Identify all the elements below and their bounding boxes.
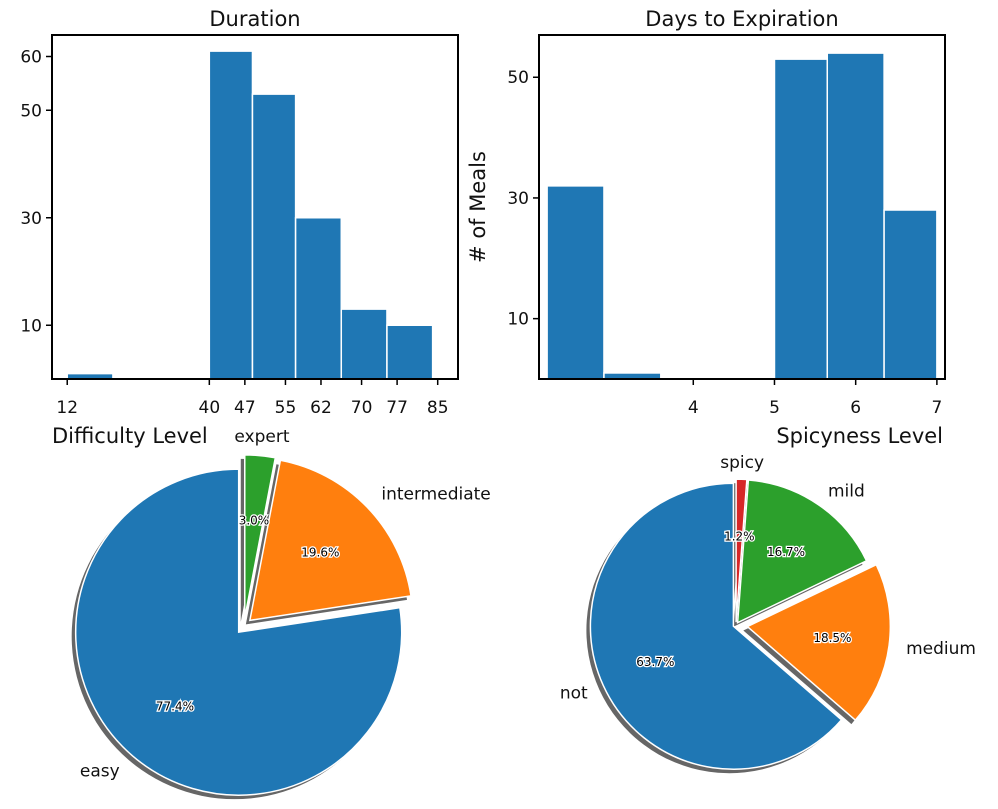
pie-label: expert	[234, 427, 289, 447]
histogram-bar	[251, 93, 297, 380]
x-tick-label: 62	[310, 398, 332, 418]
histogram-bar	[340, 308, 388, 380]
pie-wedge	[74, 468, 403, 796]
chart-title: Duration	[209, 7, 300, 31]
y-axis-label: # of Meals	[466, 151, 490, 263]
pie-percent-label: 1.2%	[724, 529, 755, 543]
axes-frame	[51, 34, 459, 380]
histogram-bar	[546, 185, 605, 380]
histogram-bar	[208, 50, 254, 380]
pie-wedge	[248, 459, 412, 622]
y-tick-label: 10	[507, 310, 529, 330]
x-tick-label: 40	[199, 398, 221, 418]
x-tick-label: 47	[234, 398, 256, 418]
pie-percent-label: 3.0%	[239, 514, 270, 528]
pie-wedge	[589, 482, 843, 770]
pie-label: spicy	[720, 453, 764, 473]
histogram-0: 12 40 47 55 62 70 77 85 10 30 50 60 Duration	[20, 7, 459, 418]
x-tick-label: 6	[850, 398, 861, 418]
x-tick-label: 5	[769, 398, 780, 418]
histogram-bar	[883, 209, 938, 380]
pie-label: intermediate	[381, 485, 490, 505]
pie-percent-label: 16.7%	[767, 545, 805, 559]
y-tick-label: 50	[507, 68, 529, 88]
pie-wedge	[735, 478, 748, 623]
y-tick-label: 30	[20, 209, 42, 229]
x-tick-label: 4	[688, 398, 699, 418]
y-tick-label: 10	[20, 316, 42, 336]
axes-frame	[538, 34, 946, 380]
x-tick-label: 12	[56, 398, 78, 418]
pie-wedge	[244, 454, 277, 619]
histogram-bar	[386, 324, 434, 380]
chart-title: Spicyness Level	[776, 424, 943, 448]
pie-label: easy	[80, 762, 120, 782]
y-tick-label: 30	[507, 189, 529, 209]
pie-label: medium	[906, 639, 976, 659]
pie-chart-3: 63.7% not 18.5% medium 16.7% mild 1.2% spicy Spi…	[560, 424, 976, 774]
pie-percent-label: 63.7%	[636, 655, 674, 669]
y-tick-label: 60	[20, 48, 42, 68]
pie-wedge	[745, 563, 892, 722]
x-tick-label: 85	[427, 398, 449, 418]
chart-title: Difficulty Level	[52, 424, 208, 448]
pie-label: mild	[828, 481, 865, 501]
x-tick-label: 70	[351, 398, 373, 418]
histogram-bar	[294, 217, 343, 380]
x-tick-label: 55	[275, 398, 297, 418]
x-tick-label: 77	[386, 398, 408, 418]
chart-title: Days to Expiration	[645, 7, 838, 31]
pie-percent-label: 77.4%	[156, 699, 194, 713]
pie-percent-label: 19.6%	[301, 546, 339, 560]
x-tick-label: 7	[931, 398, 942, 418]
histogram-bar	[773, 58, 829, 380]
histogram-bar	[826, 52, 885, 380]
pie-percent-label: 18.5%	[813, 631, 851, 645]
pie-chart-2: 77.4% easy 19.6% intermediate 3.0% expert Diff…	[52, 424, 491, 800]
pie-wedge	[736, 479, 868, 624]
histogram-1: 4 5 6 7 10 30 50 Days to Expiration # of Meals	[466, 7, 946, 418]
pie-label: not	[560, 684, 588, 704]
y-tick-label: 50	[20, 101, 42, 121]
